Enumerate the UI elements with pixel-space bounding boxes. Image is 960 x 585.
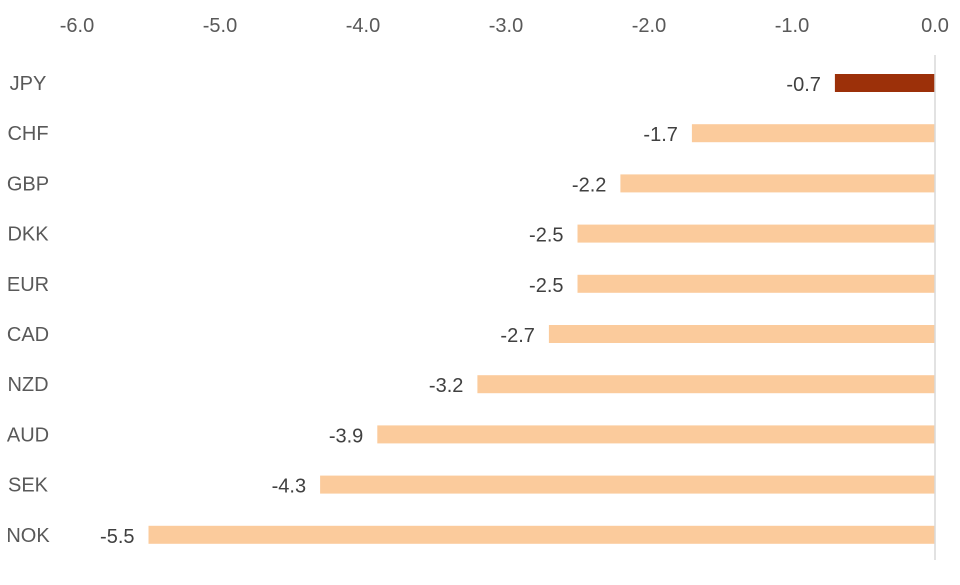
category-label-jpy: JPY [10, 73, 47, 95]
data-label-cad: -2.7 [500, 325, 534, 347]
category-label-nok: NOK [6, 525, 50, 547]
data-label-jpy: -0.7 [786, 74, 820, 96]
x-tick-label: -6.0 [60, 15, 94, 37]
bar-nzd [477, 375, 935, 394]
bar-cad [548, 325, 935, 343]
x-tick-label: -4.0 [346, 15, 380, 37]
data-labels-group: -0.7 -1.7 -2.2 -2.5 -2.5 -2.7 -3.2 -3.9 -4.3 -5.5 [100, 74, 821, 548]
data-label-chf: -1.7 [643, 124, 677, 146]
x-tick-label: 0.0 [921, 15, 949, 37]
category-labels: JPY CHF GBP DKK EUR CAD NZD AUD SEK NOK [6, 73, 50, 547]
bar-sek [320, 475, 936, 494]
category-label-chf: CHF [7, 123, 48, 145]
data-label-nok: -5.5 [100, 526, 134, 548]
x-tick-label: -2.0 [632, 15, 666, 37]
category-label-eur: EUR [7, 274, 49, 296]
category-label-cad: CAD [7, 324, 49, 346]
bar-aud [377, 425, 935, 444]
category-label-gbp: GBP [7, 173, 49, 195]
bars-group [148, 74, 936, 544]
data-label-nzd: -3.2 [429, 375, 463, 397]
bar-gbp [620, 174, 935, 193]
category-label-sek: SEK [8, 475, 49, 497]
bar-nok [148, 525, 935, 544]
x-tick-label: -5.0 [203, 15, 237, 37]
category-label-nzd: NZD [7, 374, 48, 396]
data-label-aud: -3.9 [329, 425, 363, 447]
bar-jpy [834, 74, 935, 92]
bar-eur [577, 274, 935, 293]
data-label-dkk: -2.5 [529, 225, 563, 247]
bar-dkk [577, 224, 935, 243]
data-label-gbp: -2.2 [572, 174, 606, 196]
category-label-aud: AUD [7, 424, 49, 446]
category-label-dkk: DKK [7, 224, 49, 246]
data-label-sek: -4.3 [272, 476, 306, 498]
x-tick-label: -3.0 [489, 15, 523, 37]
x-tick-label: -1.0 [775, 15, 809, 37]
x-axis-ticks: -6.0 -5.0 -4.0 -3.0 -2.0 -1.0 0.0 [60, 15, 949, 37]
data-label-eur: -2.5 [529, 275, 563, 297]
bar-chf [691, 124, 935, 143]
